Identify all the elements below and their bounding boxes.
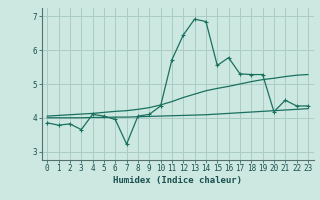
X-axis label: Humidex (Indice chaleur): Humidex (Indice chaleur) [113, 176, 242, 185]
